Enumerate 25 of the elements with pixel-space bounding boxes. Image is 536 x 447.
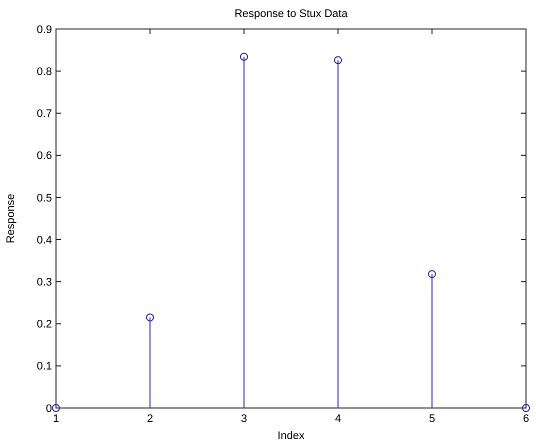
point [240, 52, 248, 61]
y-tick-label: 0.9 [36, 24, 52, 36]
point [334, 56, 342, 64]
x-tick-label: 2 [146, 413, 154, 425]
x-tick-label: 3 [240, 413, 248, 425]
x-tick-label: 4 [334, 413, 342, 425]
y-tick-label: 0.1 [36, 360, 52, 373]
x-tick-label: 6 [522, 413, 530, 425]
point [522, 404, 530, 412]
y-tick-label: 0.6 [36, 150, 52, 162]
x-tick-label: 5 [428, 413, 436, 425]
point [428, 270, 436, 278]
y-tick-label: 0 [46, 402, 52, 415]
y-tick-label: 0.3 [36, 276, 52, 289]
y-tick-label: 0.7 [36, 108, 52, 120]
x-tick-label: 1 [52, 413, 60, 425]
y-axis-title: Response [5, 194, 17, 244]
point [52, 404, 60, 412]
y-tick-label: 0.5 [36, 192, 52, 204]
chart-title: Response to Stux Data [234, 8, 348, 20]
y-tick-label: 0.2 [36, 318, 52, 331]
y-tick-label: 0.8 [36, 66, 52, 78]
y-tick-label: 0.4 [36, 234, 52, 246]
x-axis-title: Index [278, 430, 305, 442]
point [146, 313, 154, 322]
